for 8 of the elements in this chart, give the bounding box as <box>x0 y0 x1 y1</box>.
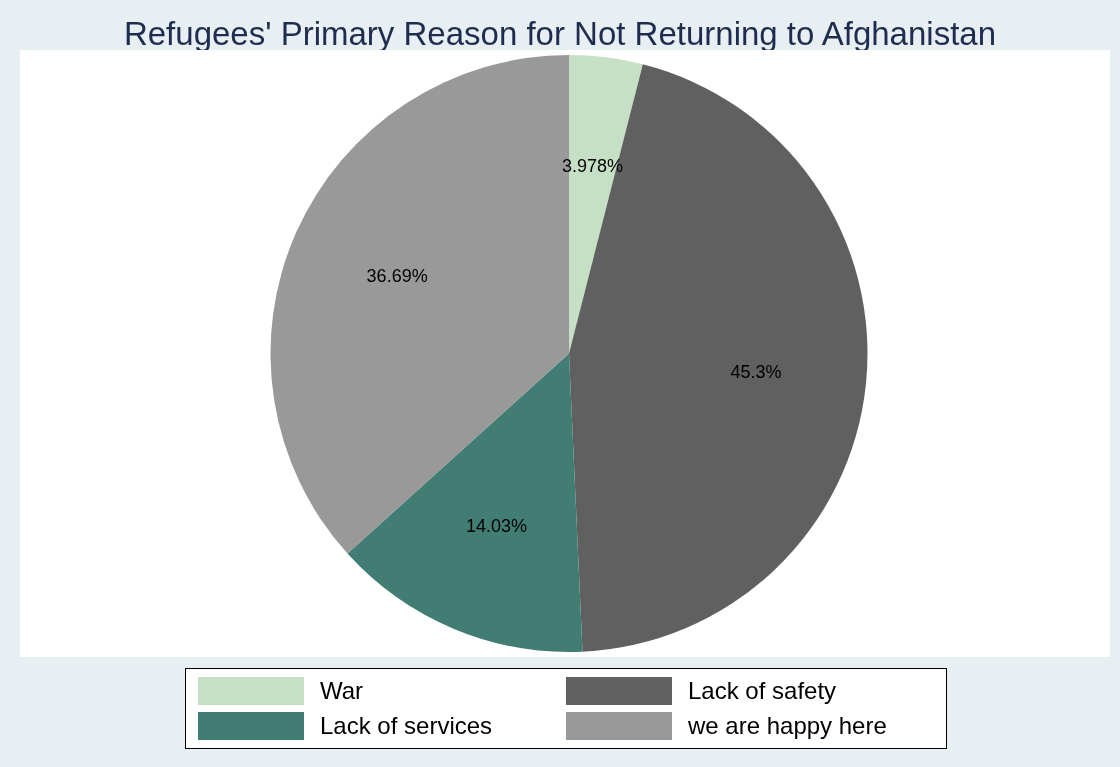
chart-title: Refugees' Primary Reason for Not Returning to Afghanistan <box>122 14 998 54</box>
data-label: 45.3% <box>730 361 782 382</box>
legend-label: Lack of safety <box>688 676 837 705</box>
legend-label: War <box>320 676 364 705</box>
data-label: 36.69% <box>366 266 428 287</box>
legend-label: Lack of services <box>320 712 493 741</box>
legend-label: we are happy here <box>688 712 887 741</box>
data-label: 14.03% <box>466 516 528 537</box>
